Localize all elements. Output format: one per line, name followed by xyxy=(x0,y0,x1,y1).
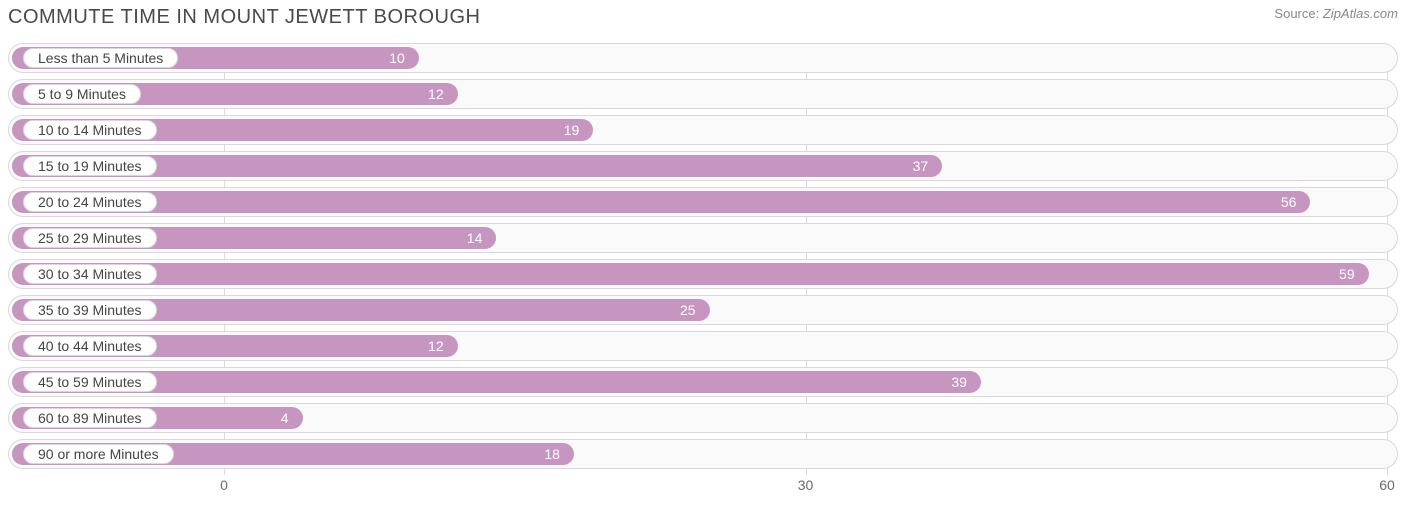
bar-value: 14 xyxy=(467,224,483,252)
category-pill: 90 or more Minutes xyxy=(23,444,174,464)
chart-plot: Less than 5 Minutes 10 5 to 9 Minutes 12 10 … xyxy=(8,43,1398,499)
bar-row: 45 to 59 Minutes 39 xyxy=(8,367,1398,397)
bar-value: 10 xyxy=(389,44,405,72)
chart-rows: Less than 5 Minutes 10 5 to 9 Minutes 12 10 … xyxy=(8,43,1398,469)
category-pill: 40 to 44 Minutes xyxy=(23,336,157,356)
category-pill: 45 to 59 Minutes xyxy=(23,372,157,392)
bar xyxy=(12,263,1369,285)
bar xyxy=(12,191,1310,213)
chart-container: COMMUTE TIME IN MOUNT JEWETT BOROUGH Sou… xyxy=(0,0,1406,499)
bar-row: 60 to 89 Minutes 4 xyxy=(8,403,1398,433)
bar-row: 25 to 29 Minutes 14 xyxy=(8,223,1398,253)
bar-row: 10 to 14 Minutes 19 xyxy=(8,115,1398,145)
bar-value: 12 xyxy=(428,80,444,108)
category-pill: 10 to 14 Minutes xyxy=(23,120,157,140)
category-pill: Less than 5 Minutes xyxy=(23,48,178,68)
category-pill: 30 to 34 Minutes xyxy=(23,264,157,284)
bar xyxy=(12,371,981,393)
bar-row: Less than 5 Minutes 10 xyxy=(8,43,1398,73)
source-label: Source: xyxy=(1274,6,1319,21)
bar-value: 18 xyxy=(544,440,560,468)
x-axis: 0 30 60 xyxy=(8,475,1398,499)
bar-row: 20 to 24 Minutes 56 xyxy=(8,187,1398,217)
category-pill: 5 to 9 Minutes xyxy=(23,84,141,104)
category-pill: 60 to 89 Minutes xyxy=(23,408,157,428)
bar-value: 25 xyxy=(680,296,696,324)
bar-value: 56 xyxy=(1281,188,1297,216)
x-tick: 30 xyxy=(798,477,814,493)
bar-value: 4 xyxy=(281,404,289,432)
bar-row: 35 to 39 Minutes 25 xyxy=(8,295,1398,325)
category-pill: 20 to 24 Minutes xyxy=(23,192,157,212)
bar-value: 37 xyxy=(913,152,929,180)
bar-value: 59 xyxy=(1339,260,1355,288)
chart-source: Source: ZipAtlas.com xyxy=(1274,6,1398,21)
bar-value: 19 xyxy=(564,116,580,144)
bar-row: 30 to 34 Minutes 59 xyxy=(8,259,1398,289)
x-tick: 0 xyxy=(220,477,228,493)
chart-title: COMMUTE TIME IN MOUNT JEWETT BOROUGH xyxy=(8,6,480,29)
bar-row: 40 to 44 Minutes 12 xyxy=(8,331,1398,361)
bar-row: 5 to 9 Minutes 12 xyxy=(8,79,1398,109)
source-name: ZipAtlas.com xyxy=(1323,6,1398,21)
category-pill: 15 to 19 Minutes xyxy=(23,156,157,176)
category-pill: 35 to 39 Minutes xyxy=(23,300,157,320)
category-pill: 25 to 29 Minutes xyxy=(23,228,157,248)
chart-header: COMMUTE TIME IN MOUNT JEWETT BOROUGH Sou… xyxy=(8,6,1398,29)
bar-value: 12 xyxy=(428,332,444,360)
bar-row: 90 or more Minutes 18 xyxy=(8,439,1398,469)
x-tick: 60 xyxy=(1379,477,1395,493)
bar-value: 39 xyxy=(951,368,967,396)
bar-row: 15 to 19 Minutes 37 xyxy=(8,151,1398,181)
